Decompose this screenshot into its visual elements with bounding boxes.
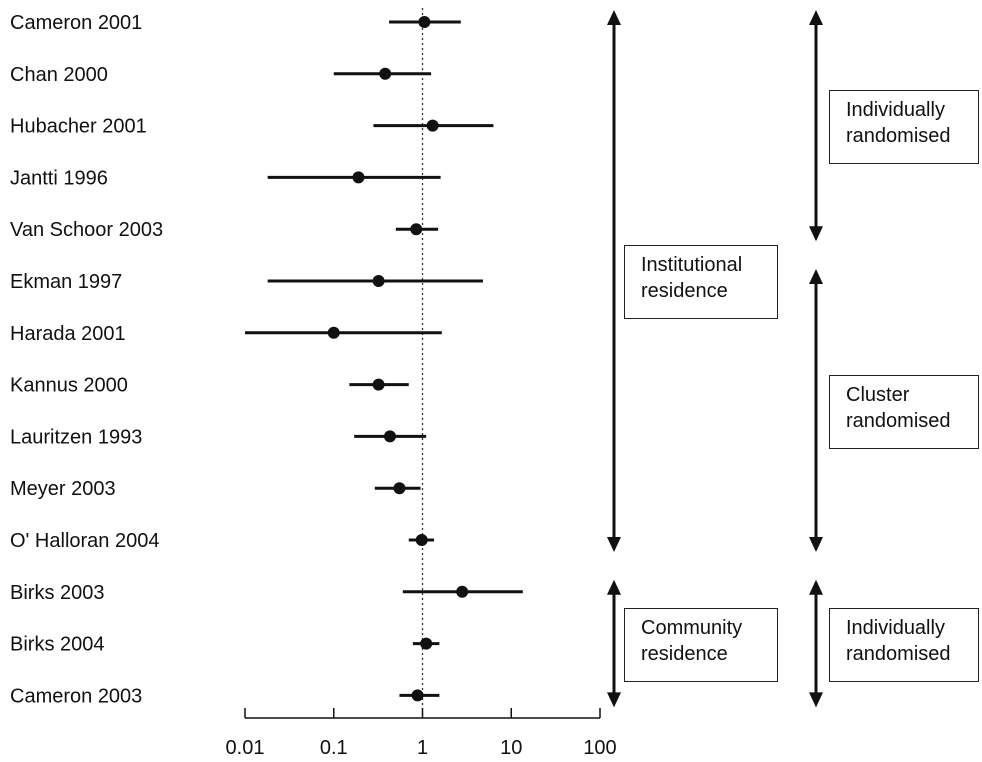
study-label: Meyer 2003: [10, 478, 116, 500]
group-label-line: residence: [641, 642, 728, 665]
x-tick-label: 0.01: [226, 737, 265, 759]
arrow-head-down: [607, 692, 621, 708]
arrow-head-down: [809, 226, 823, 242]
point-estimate: [383, 430, 396, 443]
study-label: Cameron 2003: [10, 685, 142, 707]
point-estimate: [393, 482, 406, 495]
arrow-head-down: [607, 537, 621, 552]
group-label-line: Institutional: [641, 254, 743, 276]
residence-group-arrow: [607, 10, 621, 552]
arrow-head-up: [607, 10, 621, 25]
study-label: Birks 2004: [10, 634, 105, 656]
study-label: Kannus 2000: [10, 375, 128, 397]
study-label: Lauritzen 1993: [10, 426, 142, 448]
point-estimate: [456, 585, 469, 598]
point-estimate: [418, 16, 431, 28]
x-tick-label: 10: [500, 737, 522, 759]
point-estimate: [415, 534, 428, 546]
study-label: Ekman 1997: [10, 271, 122, 293]
point-estimate: [372, 378, 385, 391]
residence-group-label: Community residence: [624, 607, 778, 682]
study-label: Harada 2001: [10, 323, 126, 345]
design-group-label: Individually randomised: [829, 607, 979, 682]
study-label: Van Schoor 2003: [10, 219, 163, 241]
group-label-line: residence: [641, 280, 728, 302]
design-group-label: Cluster randomised: [829, 374, 979, 449]
study-label: Cameron 2001: [10, 12, 142, 34]
arrow-head-up: [809, 269, 823, 284]
x-tick-label: 100: [583, 737, 616, 759]
residence-group-label: Institutional residence: [624, 245, 778, 319]
design-group-label: Individually randomised: [829, 89, 979, 164]
point-estimate: [426, 119, 439, 132]
arrow-head-up: [809, 10, 823, 25]
point-estimate: [411, 689, 424, 702]
x-tick-label: 0.1: [320, 737, 348, 759]
group-label-line: Community: [641, 616, 743, 639]
point-estimate: [327, 326, 340, 339]
point-estimate: [420, 637, 433, 650]
study-label: Chan 2000: [10, 64, 108, 86]
design-group-arrow: [809, 10, 823, 242]
arrow-head-up: [809, 579, 823, 595]
study-label: Hubacher 2001: [10, 116, 147, 138]
arrow-head-up: [607, 579, 621, 595]
group-label-line: randomised: [846, 409, 951, 432]
group-label-line: Individually: [846, 98, 945, 121]
point-estimate: [352, 171, 365, 184]
study-label: Jantti 1996: [10, 167, 108, 189]
study-label: O' Halloran 2004: [10, 530, 159, 552]
group-label-line: randomised: [846, 124, 951, 147]
point-estimate: [372, 275, 385, 287]
study-label: Birks 2003: [10, 582, 105, 604]
group-label-line: Individually: [846, 616, 945, 639]
x-tick-label: 1: [417, 737, 428, 759]
point-estimate: [379, 67, 392, 80]
design-group-arrow: [809, 579, 823, 708]
group-label-line: Cluster: [846, 383, 910, 406]
group-label-line: randomised: [846, 642, 951, 665]
design-group-arrow: [809, 269, 823, 552]
arrow-head-down: [809, 537, 823, 552]
arrow-head-down: [809, 692, 823, 708]
residence-group-arrow: [607, 579, 621, 708]
point-estimate: [410, 223, 423, 236]
